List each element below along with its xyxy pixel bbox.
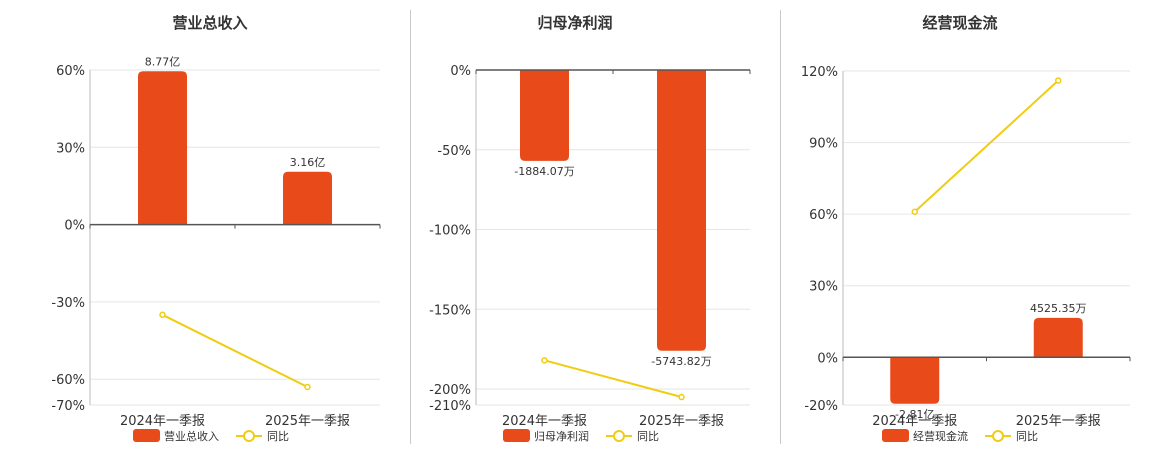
bar-data-label: -5743.82万 [651,355,711,368]
chart-title: 经营现金流 [922,14,997,32]
legend-line-label: 同比 [1016,430,1038,443]
legend-line-label: 同比 [267,430,289,443]
legend-bar-label: 经营现金流 [913,429,968,443]
chart-title: 营业总收入 [172,14,247,32]
yoy-point [911,208,918,216]
legend-line-label: 同比 [637,430,659,443]
legend-line-marker [243,430,255,442]
y-tick-label: -60% [51,373,85,388]
bar [283,171,332,225]
y-tick-label: -100% [429,224,471,239]
x-category-label: 2024年一季报 [120,414,205,429]
x-category-label: 2025年一季报 [265,414,350,429]
legend-bar-label: 营业总收入 [164,429,219,443]
yoy-point [678,393,685,401]
yoy-point [159,311,166,319]
panel-divider [780,10,781,444]
y-tick-label: -70% [51,399,85,414]
legend-line-marker [613,430,625,442]
bar-data-label: 4525.35万 [1030,302,1087,315]
y-tick-label: -200% [429,383,471,398]
bar [657,70,706,351]
y-tick-label: 60% [809,208,838,223]
yoy-line [544,359,682,398]
y-tick-label: -50% [437,144,471,159]
y-tick-label: 60% [56,64,85,79]
bar [1033,317,1083,358]
y-tick-label: -210% [429,399,471,414]
x-category-label: 2024年一季报 [872,414,957,429]
panel-divider [410,10,411,444]
revenue-chart: 营业总收入 60% 30% 0% -30% -60% -70% 8.77亿 3.16亿 2024年… [51,14,381,443]
y-tick-label: -150% [429,303,471,318]
x-category-label: 2024年一季报 [502,414,587,429]
net-profit-chart: 归母净利润 0% -50% -100% -150% -200%-210% -1884.07万… [429,14,751,443]
revenue-panel: 营业总收入 60% 30% 0% -30% -60% -70% 8.77亿 3.16亿 2024年… [0,0,410,450]
y-tick-label: 0% [64,219,85,234]
chart-title: 归母净利润 [537,14,612,32]
bar [890,357,940,404]
y-tick-label: 0% [817,351,838,366]
legend-line-marker [992,430,1004,442]
y-tick-label: 30% [809,280,838,295]
yoy-point [541,357,548,364]
cash-flow-panel: 经营现金流 120% 90% 60% 30% 0% -20% -2.81亿 4525.35万 20… [781,0,1160,450]
y-tick-label: 30% [56,141,85,156]
y-tick-label: -20% [804,399,838,414]
y-tick-label: 90% [809,137,838,152]
bar [520,70,569,161]
x-category-label: 2025年一季报 [639,414,724,429]
yoy-line [162,313,308,388]
legend-bar-swatch [882,429,909,442]
bar-data-label: -1884.07万 [514,165,574,178]
x-category-label: 2025年一季报 [1016,414,1101,429]
yoy-point [1055,77,1062,84]
yoy-line [914,79,1059,213]
legend-bar-swatch [133,429,160,442]
bar-data-label: 8.77亿 [145,55,181,68]
y-tick-label: 120% [801,65,838,80]
legend-bar-label: 归母净利润 [534,429,589,443]
legend-bar-swatch [503,429,530,442]
yoy-point [304,383,311,391]
net-profit-panel: 归母净利润 0% -50% -100% -150% -200% -210% -1884.07万… [411,0,780,450]
y-tick-label: -30% [51,296,85,311]
y-tick-label: 0% [450,64,471,79]
bar-data-label: 3.16亿 [290,156,326,169]
cash-flow-chart: 经营现金流 120% 90% 60% 30% 0% -20% -2.81亿 4525.35万 20… [801,14,1131,443]
bar [138,71,187,225]
bar-data-label: -2.81亿 [895,408,934,421]
